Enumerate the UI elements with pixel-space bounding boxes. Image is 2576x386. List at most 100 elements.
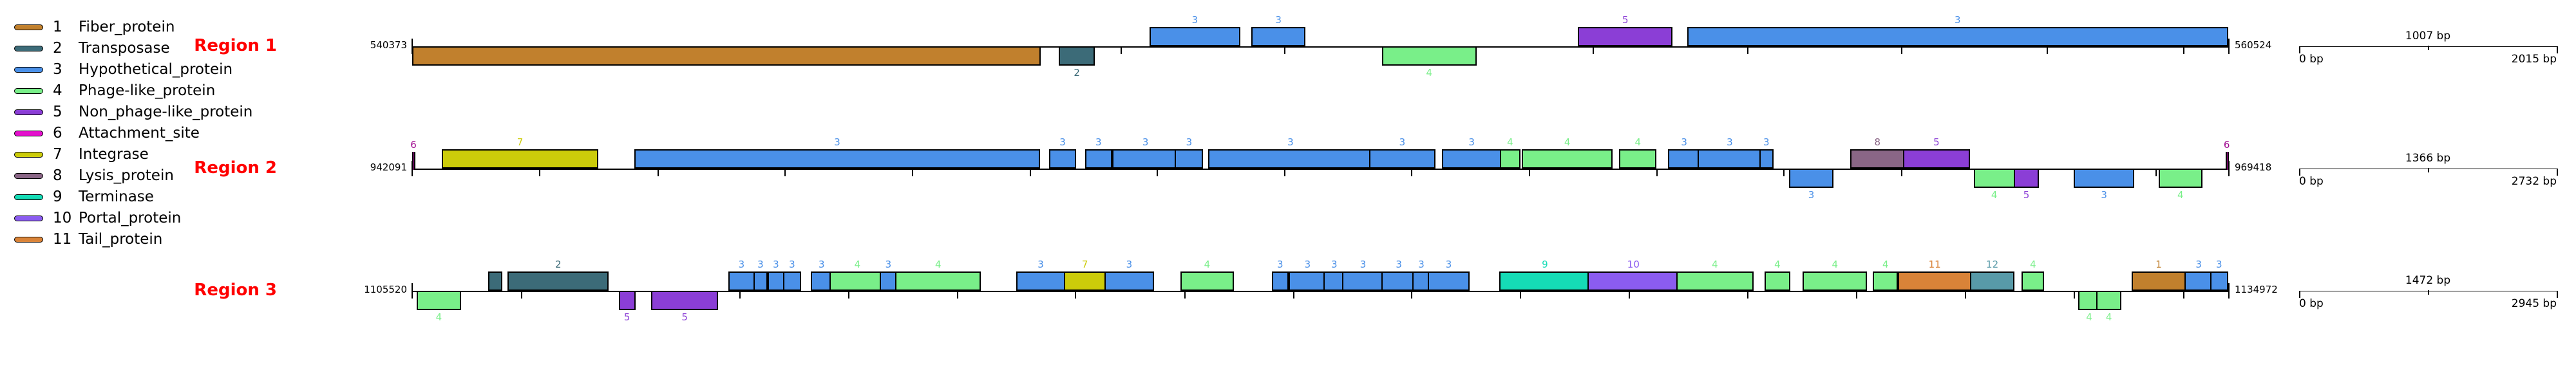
- gene-feature-box[interactable]: [728, 271, 755, 291]
- gene-feature-box[interactable]: [1521, 149, 1613, 169]
- gene-feature-box[interactable]: [1687, 27, 2228, 46]
- scale-bar-mid-label: 1472 bp: [2405, 274, 2451, 287]
- axis-tick: [1293, 291, 1294, 299]
- gene-feature-box[interactable]: [1873, 271, 1899, 291]
- gene-feature-box[interactable]: [1499, 149, 1520, 169]
- gene-feature-box[interactable]: [1381, 46, 1477, 66]
- gene-feature-box[interactable]: [1084, 149, 1112, 169]
- gene-feature-box[interactable]: [1698, 149, 1762, 169]
- gene-feature-box[interactable]: [1180, 271, 1234, 291]
- feature-number-label: 3: [1037, 259, 1044, 270]
- gene-feature-box[interactable]: [1973, 169, 2015, 188]
- gene-feature-box[interactable]: [1208, 149, 1373, 169]
- gene-feature-box[interactable]: [1016, 271, 1066, 291]
- scale-bar-tick: [2557, 169, 2558, 176]
- gene-feature-box[interactable]: [634, 149, 1041, 169]
- gene-feature-box[interactable]: [880, 271, 897, 291]
- gene-feature-box[interactable]: [782, 271, 802, 291]
- gene-feature-box[interactable]: [1341, 271, 1385, 291]
- gene-feature-box[interactable]: [1668, 149, 1701, 169]
- feature-number-label: 7: [516, 136, 524, 148]
- gene-feature-box[interactable]: [753, 271, 768, 291]
- gene-feature-box[interactable]: [1578, 27, 1673, 46]
- gene-feature-box[interactable]: [2131, 271, 2186, 291]
- region-start-coordinate: 1105520: [364, 284, 407, 295]
- legend-item-label: Non_phage-like_protein: [79, 104, 253, 120]
- legend-item-non_phage-like_protein: 5 Non_phage-like_protein: [14, 102, 285, 123]
- region-track-3: Region 3 1105520 1134972 4 2 5 5 3 3 3 3 3 4 3 4 3 7 3 4 3 3…: [0, 0, 2576, 323]
- feature-number-label: 4: [1882, 259, 1889, 270]
- axis-tick: [1157, 169, 1159, 176]
- feature-number-label: 3: [2101, 189, 2107, 201]
- gene-feature-box[interactable]: [1803, 271, 1868, 291]
- gene-feature-box[interactable]: [2022, 271, 2045, 291]
- gene-feature-box[interactable]: [1049, 149, 1076, 169]
- scale-bar-left-label: 0 bp: [2299, 53, 2324, 66]
- gene-feature-box[interactable]: [1175, 149, 1204, 169]
- gene-feature-box[interactable]: [416, 291, 462, 310]
- gene-feature-box[interactable]: [1788, 169, 1834, 188]
- gene-feature-box[interactable]: [1427, 271, 1470, 291]
- gene-feature-box[interactable]: [1850, 149, 1905, 169]
- gene-feature-box[interactable]: [1251, 27, 1306, 46]
- gene-feature-box[interactable]: [412, 46, 1041, 66]
- feature-number-label: 5: [1933, 136, 1940, 148]
- gene-feature-box[interactable]: [1442, 149, 1501, 169]
- gene-feature-box[interactable]: [1288, 271, 1327, 291]
- gene-feature-box[interactable]: [1058, 46, 1095, 66]
- attachment-site-marker[interactable]: [2225, 152, 2229, 170]
- gene-feature-box[interactable]: [1381, 271, 1417, 291]
- gene-feature-box[interactable]: [1619, 149, 1657, 169]
- gene-feature-box[interactable]: [618, 291, 636, 310]
- feature-number-label: 4: [1564, 136, 1571, 148]
- legend-item-label: Hypothetical_protein: [79, 61, 233, 78]
- gene-feature-box[interactable]: [895, 271, 981, 291]
- feature-number-label: 3: [1277, 259, 1283, 270]
- gene-feature-box[interactable]: [507, 271, 609, 291]
- gene-feature-box[interactable]: [2096, 291, 2122, 310]
- legend-item-number: 6: [53, 125, 62, 142]
- gene-feature-box[interactable]: [767, 271, 784, 291]
- gene-feature-box[interactable]: [1903, 149, 1970, 169]
- axis-tick: [2155, 169, 2157, 176]
- gene-feature-box[interactable]: [2158, 169, 2202, 188]
- feature-number-label: 3: [1304, 259, 1311, 270]
- region-end-coordinate: 560524: [2235, 39, 2272, 51]
- attachment-site-marker[interactable]: [412, 152, 415, 170]
- feature-number-label: 4: [934, 259, 942, 270]
- gene-feature-box[interactable]: [1149, 27, 1240, 46]
- legend-swatch-icon: [14, 88, 43, 94]
- feature-number-label: 4: [2030, 259, 2036, 270]
- feature-number-label: 4: [1832, 259, 1839, 270]
- gene-feature-box[interactable]: [1587, 271, 1680, 291]
- gene-feature-box[interactable]: [1969, 271, 2015, 291]
- gene-feature-box[interactable]: [1271, 271, 1289, 291]
- gene-feature-box[interactable]: [650, 291, 719, 310]
- feature-number-label: 3: [1287, 136, 1294, 148]
- feature-number-label: 4: [2177, 189, 2184, 201]
- gene-feature-box[interactable]: [1898, 271, 1971, 291]
- gene-feature-box[interactable]: [1063, 271, 1106, 291]
- gene-feature-box[interactable]: [1104, 271, 1154, 291]
- gene-feature-box[interactable]: [441, 149, 599, 169]
- axis-tick: [1283, 47, 1285, 54]
- gene-feature-box[interactable]: [1499, 271, 1591, 291]
- feature-number-label: 1: [2155, 259, 2162, 270]
- feature-number-label: 7: [1081, 259, 1088, 270]
- gene-feature-box[interactable]: [1759, 149, 1774, 169]
- scale-bar-left-label: 0 bp: [2299, 297, 2324, 310]
- gene-feature-box[interactable]: [1765, 271, 1790, 291]
- legend-item-label: Transposase: [79, 40, 170, 57]
- gene-feature-box[interactable]: [1368, 149, 1436, 169]
- gene-feature-box[interactable]: [829, 271, 886, 291]
- gene-feature-box[interactable]: [1112, 149, 1179, 169]
- gene-feature-box[interactable]: [2210, 271, 2228, 291]
- gene-feature-box[interactable]: [2184, 271, 2213, 291]
- legend-item-number: 4: [53, 82, 62, 99]
- gene-feature-box[interactable]: [488, 271, 502, 291]
- gene-feature-box[interactable]: [2013, 169, 2040, 188]
- gene-feature-box[interactable]: [1676, 271, 1754, 291]
- gene-feature-box[interactable]: [2074, 169, 2135, 188]
- genome-axis-line: [412, 46, 2228, 48]
- axis-tick: [1747, 47, 1748, 54]
